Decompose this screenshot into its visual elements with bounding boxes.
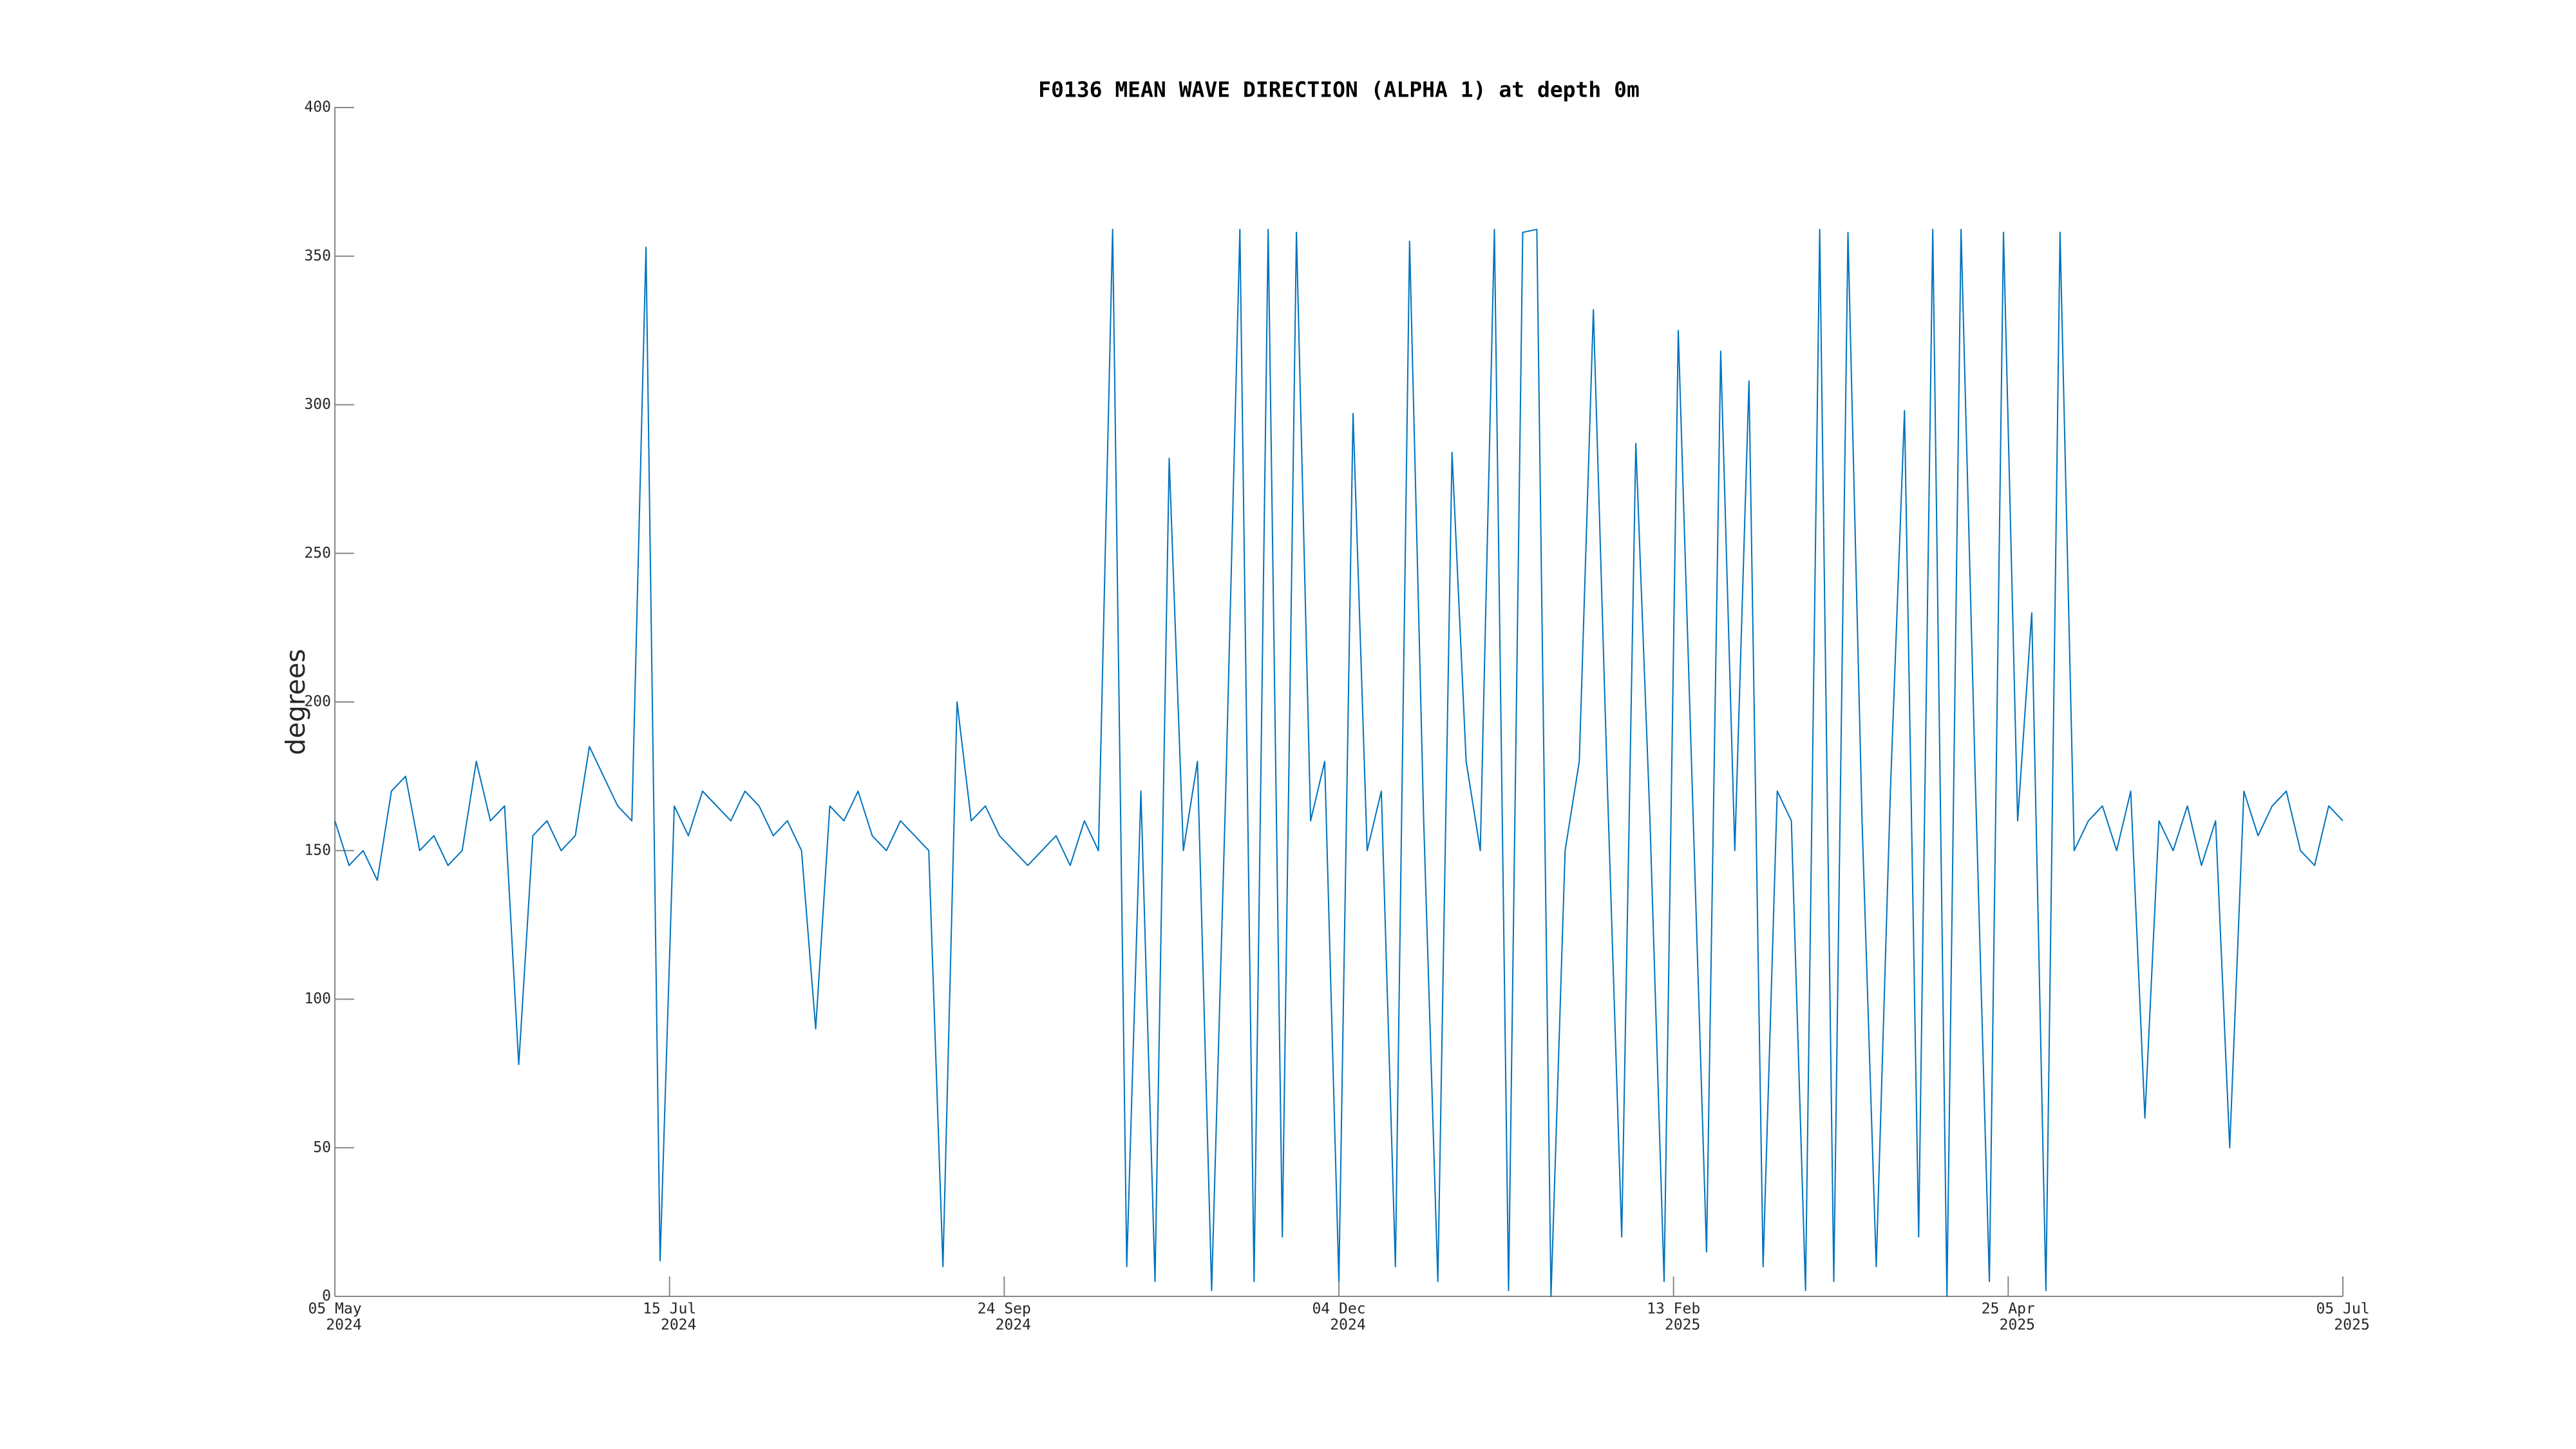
y-tick-label: 350 [304, 247, 331, 264]
x-tick-label: 24 Sep [978, 1301, 1031, 1318]
x-tick-label: 25 Apr [1982, 1301, 2035, 1318]
x-tick-label: 2025 [1665, 1317, 1700, 1334]
y-axis-label: degrees [280, 649, 311, 755]
y-tick-label: 0 [322, 1288, 331, 1305]
x-tick-label: 2024 [661, 1317, 696, 1334]
x-tick-label: 15 Jul [643, 1301, 696, 1318]
y-tick-label: 150 [304, 842, 331, 858]
y-tick-label: 400 [304, 99, 331, 116]
x-tick-label: 2024 [326, 1317, 361, 1334]
y-tick-label: 250 [304, 545, 331, 562]
x-tick-label: 2025 [2000, 1317, 2035, 1334]
x-tick-label: 05 Jul [2316, 1301, 2369, 1318]
x-tick-label: 2025 [2334, 1317, 2369, 1334]
data-line [334, 229, 2344, 1297]
x-tick-label: 05 May [308, 1301, 361, 1318]
y-tick-label: 50 [313, 1139, 331, 1156]
x-tick-label: 2024 [1330, 1317, 1365, 1334]
chart-title: F0136 MEAN WAVE DIRECTION (ALPHA 1) at d… [1038, 77, 1640, 102]
y-tick-label: 100 [304, 990, 331, 1007]
x-tick-label: 2024 [996, 1317, 1031, 1334]
x-tick-label: 04 Dec [1312, 1301, 1365, 1318]
y-tick-label: 200 [304, 694, 331, 710]
y-tick-label: 300 [304, 396, 331, 413]
x-tick-label: 13 Feb [1647, 1301, 1700, 1318]
